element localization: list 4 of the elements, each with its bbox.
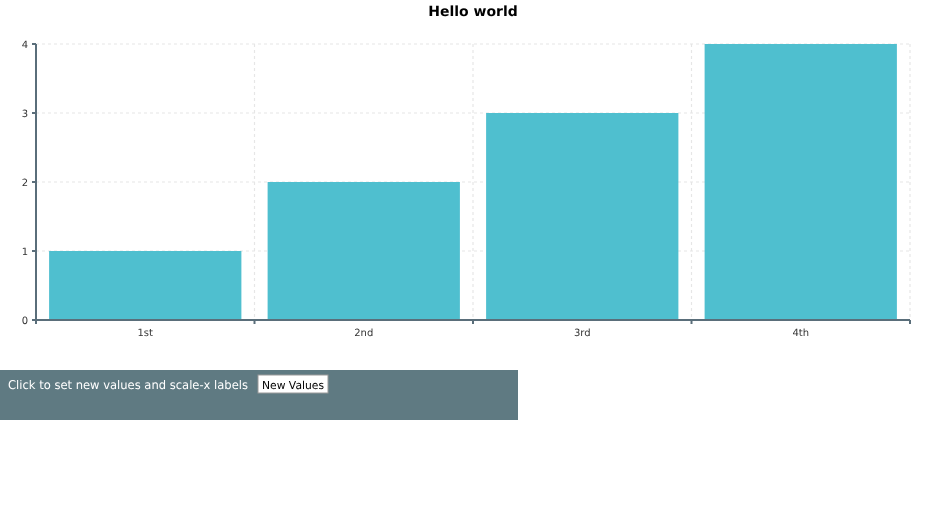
- bar: [704, 44, 897, 320]
- bar: [267, 182, 460, 320]
- bar: [49, 251, 242, 320]
- bar: [486, 113, 679, 320]
